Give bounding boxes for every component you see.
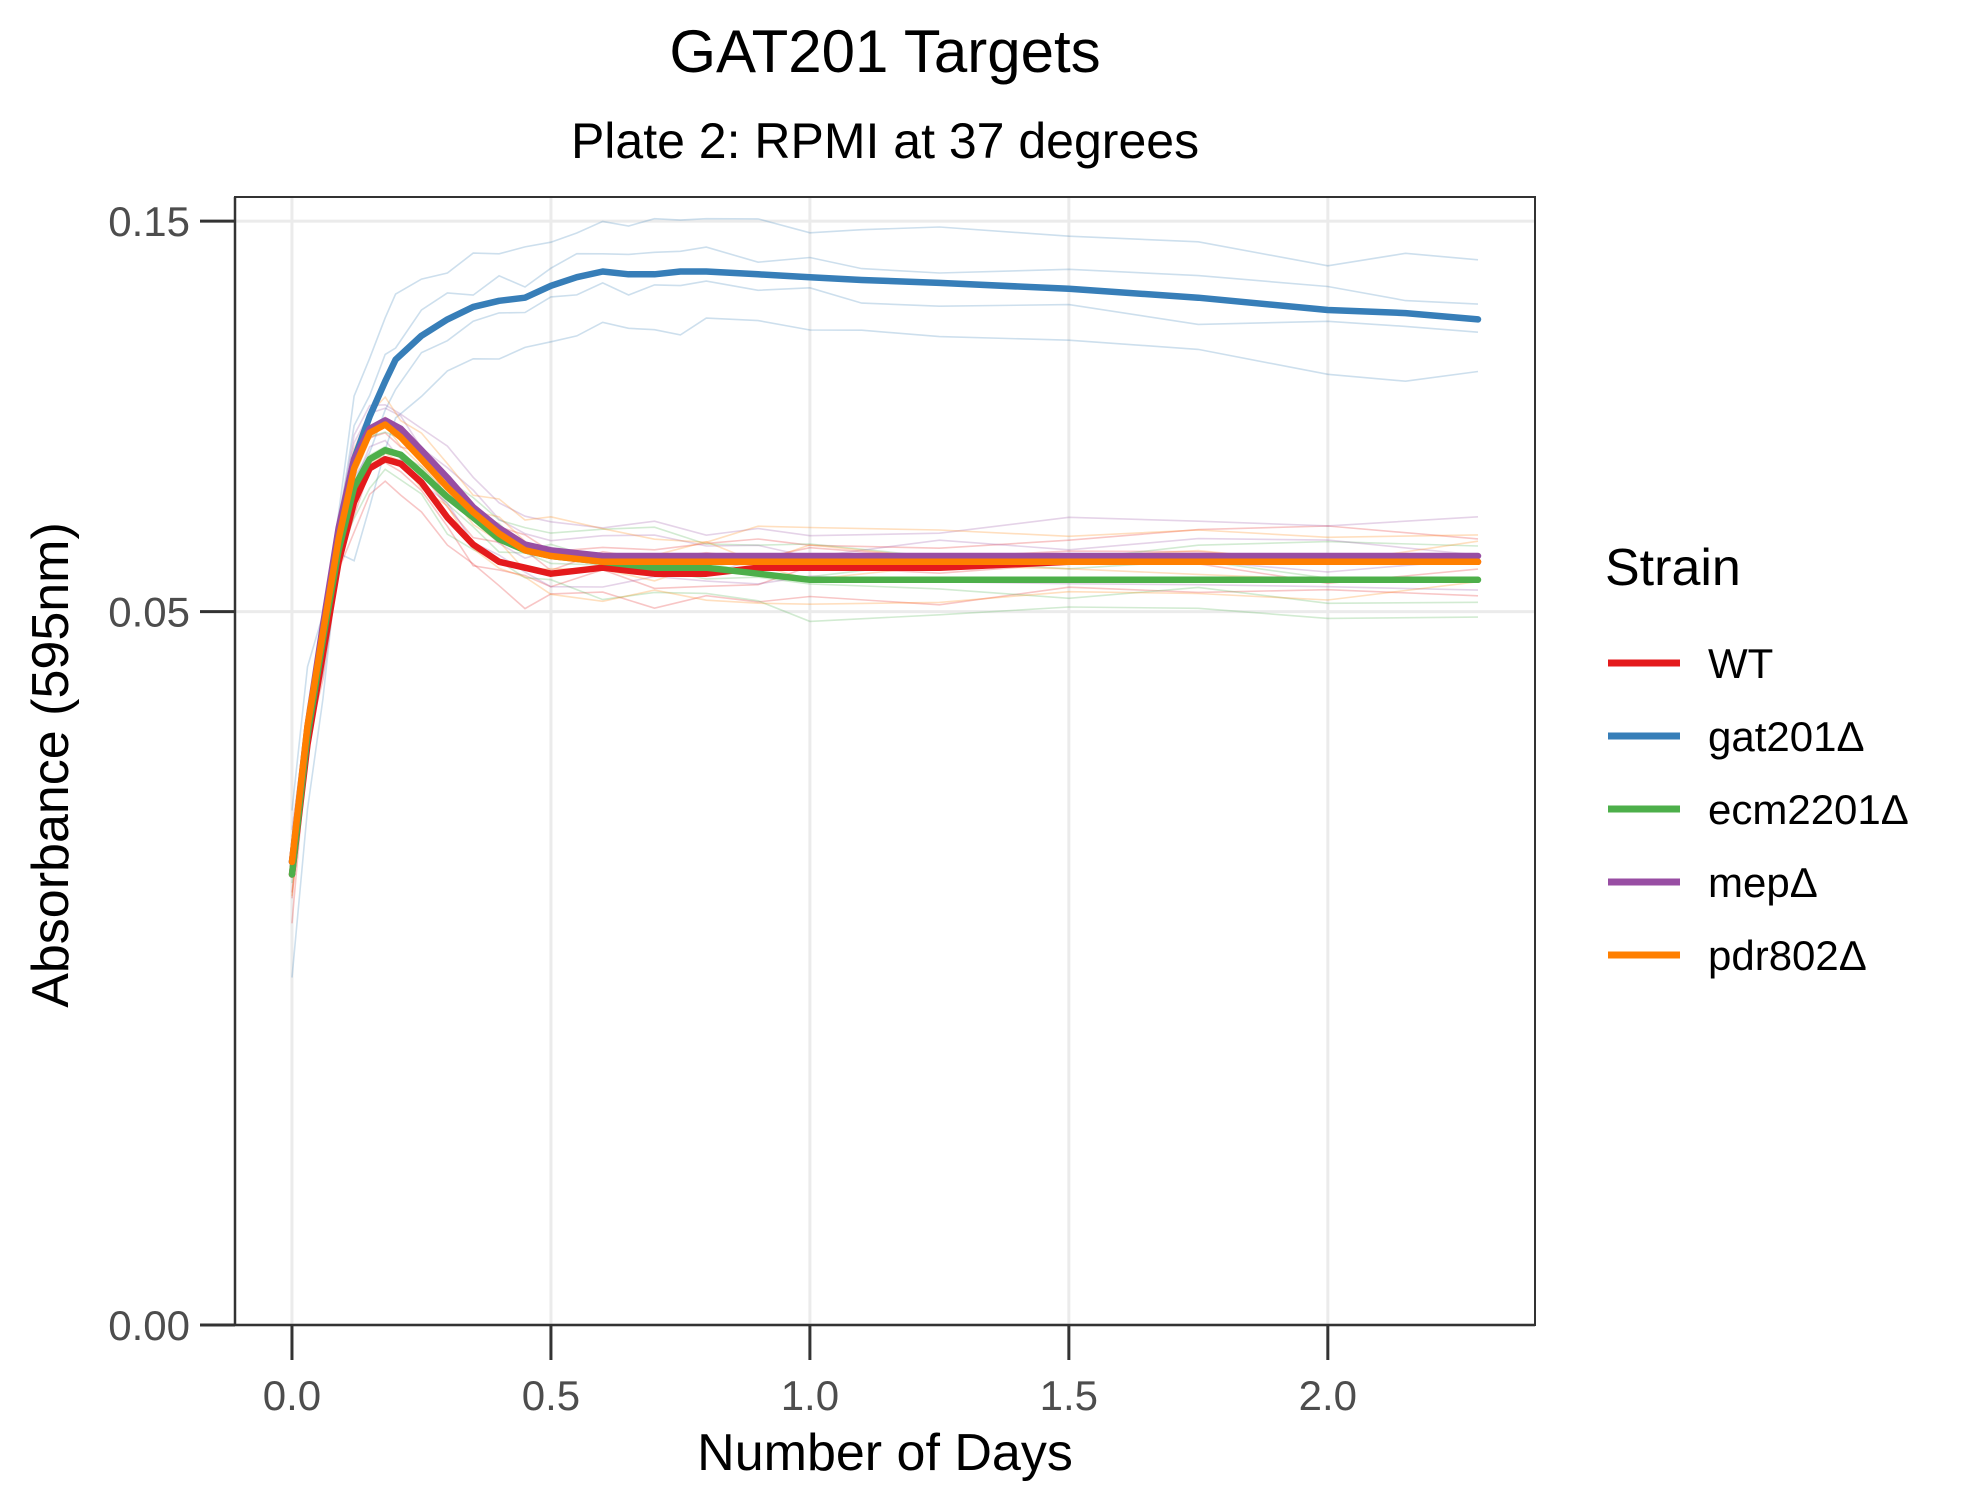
replicate-line [291,407,1479,847]
replicate-line [291,480,1479,924]
y-axis-label: Absorbance (595nm) [22,522,80,1008]
plot-panel [235,197,1535,1325]
replicate-line [291,403,1479,831]
replicate-line [291,246,1479,868]
chart-title: GAT201 Targets [669,18,1100,85]
legend-title: Strain [1605,539,1741,597]
series-line [288,268,1482,866]
x-tick-label: 0.0 [263,1372,321,1419]
legend-item-label: gat201Δ [1708,713,1865,760]
replicate-line [291,317,1479,978]
x-axis-label: Number of Days [697,1424,1073,1482]
x-tick-label: 2.0 [1299,1372,1357,1419]
legend-item-label: mepΔ [1708,859,1818,906]
plot-area: 0.00 0.05 0.15 0.0 0.5 1.0 1.5 2.0 [108,196,1536,1419]
legend: Strain WT gat201Δ ecm2201Δ mepΔ pdr802Δ [1605,539,1909,979]
legend-item-label: pdr802Δ [1708,932,1867,979]
x-tick-label: 0.5 [522,1372,580,1419]
y-tick-label: 0.05 [108,589,190,636]
x-tick-label: 1.0 [781,1372,839,1419]
x-tick-label: 1.5 [1040,1372,1098,1419]
y-tick-label: 0.00 [108,1302,190,1349]
series-line [288,421,1482,866]
replicate-line [291,280,1479,850]
legend-item-label: WT [1708,640,1773,687]
replicate-line [291,217,1479,811]
chart-subtitle: Plate 2: RPMI at 37 degrees [571,113,1199,169]
y-tick-label: 0.15 [108,198,190,245]
series-line [288,455,1482,878]
legend-item-label: ecm2201Δ [1708,786,1909,833]
